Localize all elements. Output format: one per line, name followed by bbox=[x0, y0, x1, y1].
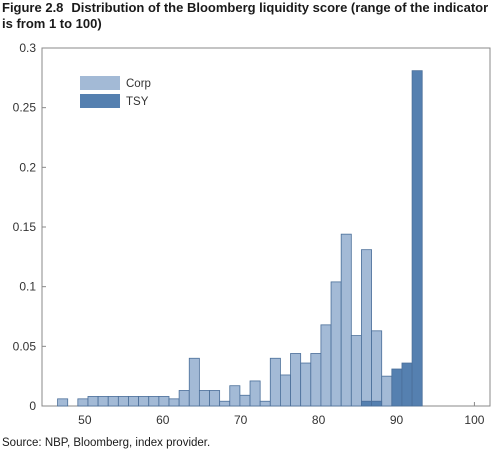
histogram-bar-corp bbox=[280, 374, 291, 407]
x-tick-label: 70 bbox=[234, 413, 248, 427]
legend-label-tsy: TSY bbox=[126, 96, 149, 108]
histogram-bar-corp bbox=[350, 335, 362, 407]
histogram-bar-corp bbox=[340, 233, 352, 407]
y-tick-label: 0.3 bbox=[19, 41, 36, 55]
y-tick-label: 0.25 bbox=[13, 101, 37, 115]
histogram-bar-corp bbox=[148, 396, 160, 407]
histogram-bar-corp bbox=[158, 396, 170, 407]
histogram-bar-corp bbox=[178, 390, 190, 407]
histogram-bar-corp bbox=[77, 398, 89, 407]
histogram-bar-corp bbox=[310, 353, 322, 407]
histogram-bar-corp bbox=[381, 375, 393, 407]
x-tick-label: 90 bbox=[390, 413, 404, 427]
y-tick-label: 0.2 bbox=[19, 160, 36, 174]
histogram-bar-corp bbox=[87, 396, 99, 407]
x-tick-label: 80 bbox=[312, 413, 326, 427]
histogram-bar-corp bbox=[330, 281, 342, 407]
histogram-bar-corp bbox=[57, 398, 69, 407]
histogram-bar-tsy bbox=[401, 362, 413, 407]
histogram-bar-tsy bbox=[371, 400, 383, 407]
histogram-bar-corp bbox=[249, 380, 261, 407]
x-tick-label: 60 bbox=[156, 413, 170, 427]
histogram-bar-corp bbox=[97, 396, 109, 407]
figure-title-block: Figure 2.8 Distribution of the Bloomberg … bbox=[2, 0, 490, 32]
y-tick-label: 0.1 bbox=[19, 280, 36, 294]
y-tick-label: 0 bbox=[29, 399, 36, 413]
histogram-bar-corp bbox=[138, 396, 150, 407]
histogram-bar-corp bbox=[259, 400, 271, 407]
x-tick-label: 100 bbox=[464, 413, 484, 427]
histogram-bar-corp bbox=[128, 396, 140, 407]
x-tick-label: 50 bbox=[78, 413, 92, 427]
legend-swatch-tsy bbox=[80, 94, 120, 108]
y-tick-label: 0.15 bbox=[13, 220, 37, 234]
histogram-bar-tsy bbox=[411, 70, 423, 407]
histogram-bar-corp bbox=[219, 400, 231, 407]
y-tick-label: 0.05 bbox=[13, 339, 37, 353]
histogram-bar-corp bbox=[188, 357, 200, 407]
source-note: Source: NBP, Bloomberg, index provider. bbox=[2, 437, 211, 449]
histogram-bar-corp bbox=[209, 390, 221, 407]
histogram-bar-corp bbox=[290, 353, 302, 407]
histogram-bar-corp bbox=[229, 385, 241, 407]
figure-title: Distribution of the Bloomberg liquidity … bbox=[2, 0, 489, 31]
histogram-bar-corp bbox=[371, 330, 383, 407]
legend-label-corp: Corp bbox=[126, 78, 151, 90]
histogram-bar-corp bbox=[361, 249, 372, 407]
legend-swatch-corp bbox=[80, 76, 120, 90]
histogram-bar-corp bbox=[198, 390, 210, 407]
histogram-bar-corp bbox=[300, 362, 312, 407]
histogram-bar-corp bbox=[117, 396, 129, 407]
histogram-bar-tsy bbox=[361, 400, 372, 407]
histogram-bar-corp bbox=[320, 324, 332, 407]
histogram-bar-corp bbox=[168, 398, 180, 407]
figure-label: Figure 2.8 bbox=[2, 0, 64, 15]
histogram-bar-corp bbox=[239, 394, 251, 407]
histogram-bar-tsy bbox=[391, 368, 403, 407]
histogram-bar-corp bbox=[269, 357, 281, 407]
histogram-bar-corp bbox=[107, 396, 119, 407]
